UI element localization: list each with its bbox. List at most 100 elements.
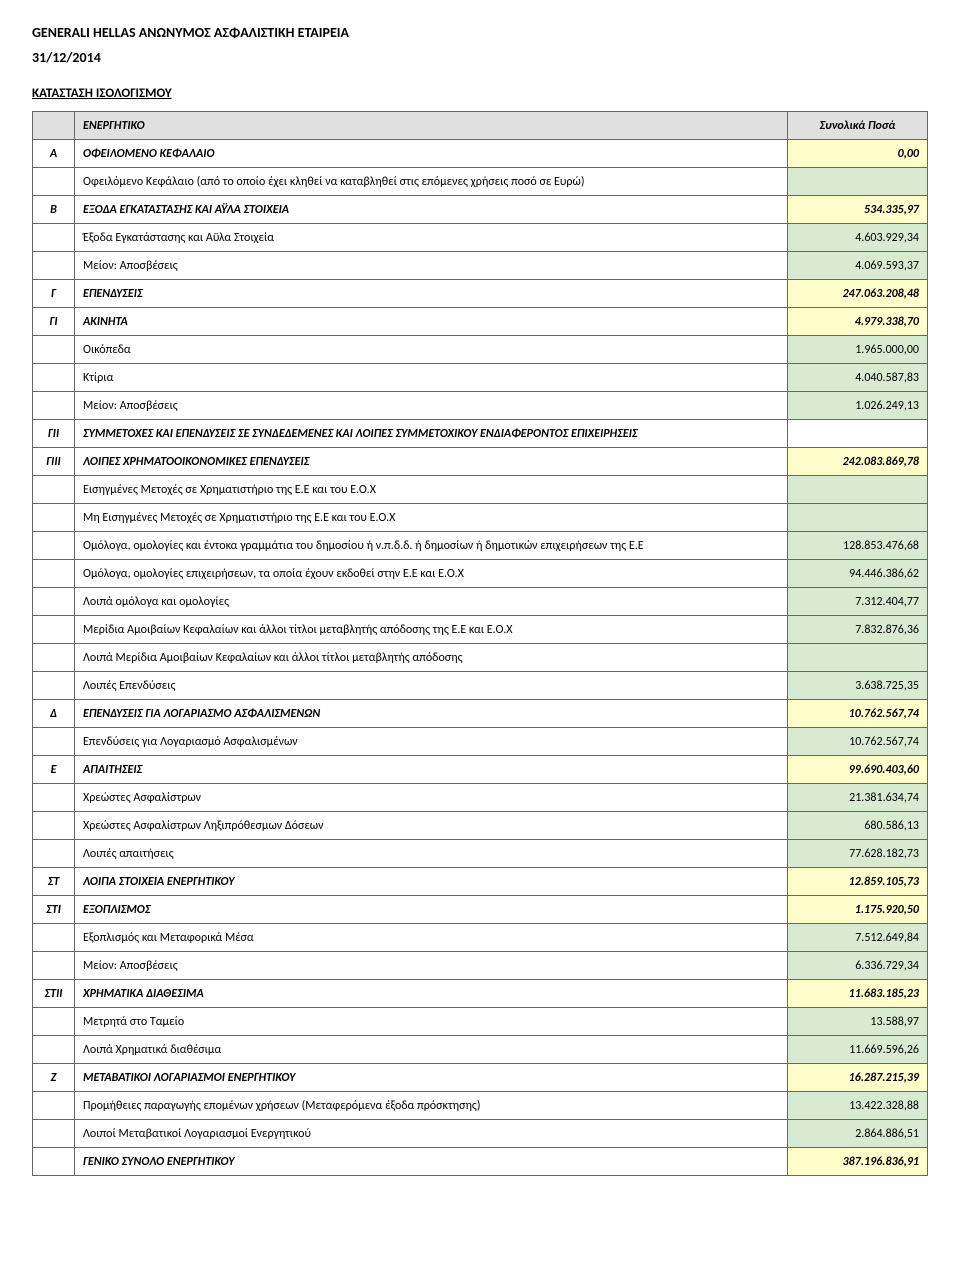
row-label: Ομόλογα, ομολογίες και έντοκα γραμμάτια … <box>75 532 788 560</box>
row-code <box>33 476 75 504</box>
row-label: Λοιπά Χρηματικά διαθέσιμα <box>75 1036 788 1064</box>
row-code: Β <box>33 196 75 224</box>
table-row: ΓΙΙΙΛΟΙΠΕΣ ΧΡΗΜΑΤΟΟΙΚΟΝΟΜΙΚΕΣ ΕΠΕΝΔΥΣΕΙΣ… <box>33 448 928 476</box>
row-code <box>33 560 75 588</box>
row-code: ΣΤΙ <box>33 896 75 924</box>
row-value: 0,00 <box>788 140 928 168</box>
table-row: ΓΙΙΣΥΜΜΕΤΟΧΕΣ ΚΑΙ ΕΠΕΝΔΥΣΕΙΣ ΣΕ ΣΥΝΔΕΔΕΜ… <box>33 420 928 448</box>
table-row: Ομόλογα, ομολογίες επιχειρήσεων, τα οποί… <box>33 560 928 588</box>
row-label: ΧΡΗΜΑΤΙΚΑ ΔΙΑΘΕΣΙΜΑ <box>75 980 788 1008</box>
row-value: 77.628.182,73 <box>788 840 928 868</box>
table-row: Κτίρια4.040.587,83 <box>33 364 928 392</box>
row-code <box>33 504 75 532</box>
row-label: Ομόλογα, ομολογίες επιχειρήσεων, τα οποί… <box>75 560 788 588</box>
row-code <box>33 840 75 868</box>
row-code <box>33 392 75 420</box>
row-value: 1.175.920,50 <box>788 896 928 924</box>
row-value: 4.603.929,34 <box>788 224 928 252</box>
row-code: Α <box>33 140 75 168</box>
row-label: ΕΠΕΝΔΥΣΕΙΣ <box>75 280 788 308</box>
row-code <box>33 924 75 952</box>
table-row: Εισηγμένες Μετοχές σε Χρηματιστήριο της … <box>33 476 928 504</box>
row-code <box>33 364 75 392</box>
row-label: Λοιπές απαιτήσεις <box>75 840 788 868</box>
row-label: Χρεώστες Ασφαλίστρων <box>75 784 788 812</box>
row-label: ΑΚΙΝΗΤΑ <box>75 308 788 336</box>
row-label: Οφειλόμενο Κεφάλαιο (από το οποίο έχει κ… <box>75 168 788 196</box>
row-value: 6.336.729,34 <box>788 952 928 980</box>
row-value: 21.381.634,74 <box>788 784 928 812</box>
row-value: 94.446.386,62 <box>788 560 928 588</box>
row-value: 10.762.567,74 <box>788 700 928 728</box>
table-row: Λοιποί Μεταβατικοί Λογαριασμοί Ενεργητικ… <box>33 1120 928 1148</box>
table-row: Επενδύσεις για Λογαριασμό Ασφαλισμένων10… <box>33 728 928 756</box>
table-row: Μείον: Αποσβέσεις6.336.729,34 <box>33 952 928 980</box>
header-label-cell: ΕΝΕΡΓΗΤΙΚΟ <box>75 112 788 140</box>
row-label: ΛΟΙΠΕΣ ΧΡΗΜΑΤΟΟΙΚΟΝΟΜΙΚΕΣ ΕΠΕΝΔΥΣΕΙΣ <box>75 448 788 476</box>
row-label: ΕΞΟΠΛΙΣΜΟΣ <box>75 896 788 924</box>
row-label: ΛΟΙΠΑ ΣΤΟΙΧΕΙΑ ΕΝΕΡΓΗΤΙΚΟΥ <box>75 868 788 896</box>
row-value: 4.069.593,37 <box>788 252 928 280</box>
row-value: 13.588,97 <box>788 1008 928 1036</box>
row-value: 7.312.404,77 <box>788 588 928 616</box>
table-row: ΓΕΠΕΝΔΥΣΕΙΣ247.063.208,48 <box>33 280 928 308</box>
row-code <box>33 672 75 700</box>
row-value <box>788 644 928 672</box>
row-label: ΕΞΟΔΑ ΕΓΚΑΤΑΣΤΑΣΗΣ ΚΑΙ ΑΫΛΑ ΣΤΟΙΧΕΙΑ <box>75 196 788 224</box>
report-date: 31/12/2014 <box>32 49 928 66</box>
row-value: 680.586,13 <box>788 812 928 840</box>
row-code: Γ <box>33 280 75 308</box>
row-label: ΟΦΕΙΛΟΜΕΝΟ ΚΕΦΑΛΑΙΟ <box>75 140 788 168</box>
row-label: Εξοπλισμός και Μεταφορικά Μέσα <box>75 924 788 952</box>
table-row: Λοιπά Μερίδια Αμοιβαίων Κεφαλαίων και άλ… <box>33 644 928 672</box>
row-value: 1.965.000,00 <box>788 336 928 364</box>
row-label: Μη Εισηγμένες Μετοχές σε Χρηματιστήριο τ… <box>75 504 788 532</box>
table-row: Μείον: Αποσβέσεις1.026.249,13 <box>33 392 928 420</box>
row-value: 11.683.185,23 <box>788 980 928 1008</box>
row-label: ΕΠΕΝΔΥΣΕΙΣ ΓΙΑ ΛΟΓΑΡΙΑΣΜΟ ΑΣΦΑΛΙΣΜΕΝΩΝ <box>75 700 788 728</box>
row-code <box>33 644 75 672</box>
row-code: ΓΙ <box>33 308 75 336</box>
row-code <box>33 532 75 560</box>
table-row: Μερίδια Αμοιβαίων Κεφαλαίων και άλλοι τί… <box>33 616 928 644</box>
header-value-cell: Συνολικά Ποσά <box>788 112 928 140</box>
row-value: 7.832.876,36 <box>788 616 928 644</box>
row-code <box>33 1008 75 1036</box>
row-value: 3.638.725,35 <box>788 672 928 700</box>
table-row: ΣΤΙΙΧΡΗΜΑΤΙΚΑ ΔΙΑΘΕΣΙΜΑ11.683.185,23 <box>33 980 928 1008</box>
row-code <box>33 588 75 616</box>
row-code: Ζ <box>33 1064 75 1092</box>
row-label: ΣΥΜΜΕΤΟΧΕΣ ΚΑΙ ΕΠΕΝΔΥΣΕΙΣ ΣΕ ΣΥΝΔΕΔΕΜΕΝΕ… <box>75 420 788 448</box>
table-row: ΖΜΕΤΑΒΑΤΙΚΟΙ ΛΟΓΑΡΙΑΣΜΟΙ ΕΝΕΡΓΗΤΙΚΟΥ16.2… <box>33 1064 928 1092</box>
row-value: 247.063.208,48 <box>788 280 928 308</box>
row-label: ΓΕΝΙΚΟ ΣΥΝΟΛΟ ΕΝΕΡΓΗΤΙΚΟΥ <box>75 1148 788 1176</box>
row-label: Εισηγμένες Μετοχές σε Χρηματιστήριο της … <box>75 476 788 504</box>
row-label: Μερίδια Αμοιβαίων Κεφαλαίων και άλλοι τί… <box>75 616 788 644</box>
section-title: ΚΑΤΑΣΤΑΣΗ ΙΣΟΛΟΓΙΣΜΟΥ <box>32 86 928 101</box>
row-label: Επενδύσεις για Λογαριασμό Ασφαλισμένων <box>75 728 788 756</box>
row-value: 4.979.338,70 <box>788 308 928 336</box>
row-value <box>788 168 928 196</box>
table-row: Λοιπά Χρηματικά διαθέσιμα11.669.596,26 <box>33 1036 928 1064</box>
table-row: Λοιπές Επενδύσεις3.638.725,35 <box>33 672 928 700</box>
table-row: ΓΙΑΚΙΝΗΤΑ4.979.338,70 <box>33 308 928 336</box>
table-row: ΣΤΛΟΙΠΑ ΣΤΟΙΧΕΙΑ ΕΝΕΡΓΗΤΙΚΟΥ12.859.105,7… <box>33 868 928 896</box>
table-row: ΕΑΠΑΙΤΗΣΕΙΣ99.690.403,60 <box>33 756 928 784</box>
table-row: ΒΕΞΟΔΑ ΕΓΚΑΤΑΣΤΑΣΗΣ ΚΑΙ ΑΫΛΑ ΣΤΟΙΧΕΙΑ534… <box>33 196 928 224</box>
row-value: 128.853.476,68 <box>788 532 928 560</box>
row-code: Δ <box>33 700 75 728</box>
row-value: 1.026.249,13 <box>788 392 928 420</box>
table-row: Χρεώστες Ασφαλίστρων21.381.634,74 <box>33 784 928 812</box>
row-code <box>33 1036 75 1064</box>
row-label: Μείον: Αποσβέσεις <box>75 252 788 280</box>
row-value: 2.864.886,51 <box>788 1120 928 1148</box>
row-value <box>788 476 928 504</box>
row-label: Μετρητά στο Ταμείο <box>75 1008 788 1036</box>
row-code <box>33 616 75 644</box>
row-value: 7.512.649,84 <box>788 924 928 952</box>
table-header-row: ΕΝΕΡΓΗΤΙΚΟΣυνολικά Ποσά <box>33 112 928 140</box>
row-value: 99.690.403,60 <box>788 756 928 784</box>
table-row: Οφειλόμενο Κεφάλαιο (από το οποίο έχει κ… <box>33 168 928 196</box>
table-row: Μείον: Αποσβέσεις4.069.593,37 <box>33 252 928 280</box>
row-code <box>33 728 75 756</box>
